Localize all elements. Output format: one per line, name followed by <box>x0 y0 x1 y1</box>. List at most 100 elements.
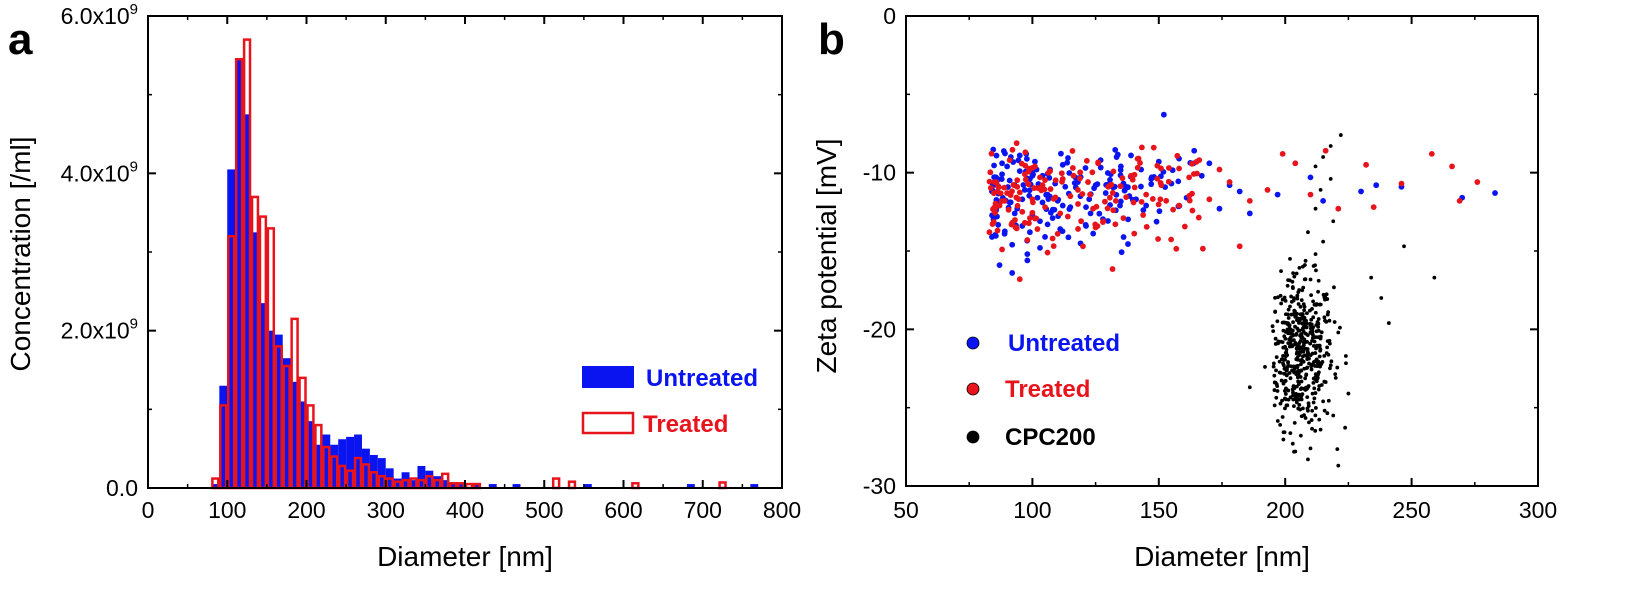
point-untreated <box>1094 181 1101 187</box>
point-cpc200 <box>1270 324 1275 329</box>
point-treated <box>1195 214 1202 221</box>
point-cpc200 <box>1271 329 1276 334</box>
point-treated <box>1131 230 1138 237</box>
point-cpc200 <box>1322 315 1327 320</box>
point-treated <box>986 229 993 236</box>
point-cpc200 <box>1247 385 1252 390</box>
point-treated <box>1140 212 1147 218</box>
bar-untreated <box>314 444 323 488</box>
point-treated <box>1106 194 1113 201</box>
point-cpc200 <box>1284 403 1289 408</box>
point-untreated <box>1021 187 1028 193</box>
point-treated <box>1112 221 1119 228</box>
bar-untreated <box>583 484 592 488</box>
point-treated <box>1109 189 1116 196</box>
bar-untreated <box>322 434 331 488</box>
point-cpc200 <box>1328 363 1333 368</box>
point-cpc200 <box>1295 375 1300 380</box>
point-untreated <box>1037 244 1043 251</box>
point-treated <box>1322 147 1329 154</box>
point-cpc200 <box>1312 339 1317 344</box>
point-untreated <box>1113 154 1120 160</box>
point-untreated <box>1049 215 1056 222</box>
point-untreated <box>1320 197 1327 204</box>
point-cpc200 <box>1317 354 1322 359</box>
point-cpc200 <box>1306 351 1310 356</box>
point-untreated <box>1102 190 1109 196</box>
bar-untreated <box>227 169 236 488</box>
point-treated <box>995 184 1002 191</box>
point-treated <box>1024 237 1031 243</box>
point-untreated <box>1023 155 1030 162</box>
point-cpc200 <box>1279 378 1284 383</box>
point-treated <box>1123 194 1130 201</box>
point-untreated <box>1105 218 1111 224</box>
point-cpc200 <box>1294 332 1299 336</box>
point-cpc200 <box>1283 392 1288 396</box>
point-cpc200 <box>1271 361 1276 366</box>
point-cpc200 <box>1313 364 1317 368</box>
point-cpc200 <box>1295 296 1300 301</box>
point-untreated <box>1086 196 1093 203</box>
point-treated <box>1029 165 1036 171</box>
point-untreated <box>996 262 1003 268</box>
point-cpc200 <box>1432 275 1437 280</box>
point-treated <box>987 169 994 176</box>
point-treated <box>1335 205 1342 212</box>
point-cpc200 <box>1338 133 1343 137</box>
point-untreated <box>1026 187 1033 194</box>
point-treated <box>1013 140 1020 147</box>
point-treated <box>1012 224 1019 231</box>
point-cpc200 <box>1299 332 1303 337</box>
x-tick-label: 300 <box>1519 497 1557 523</box>
legend-marker-treated <box>966 382 980 396</box>
point-cpc200 <box>1317 417 1322 422</box>
point-treated <box>1109 266 1116 272</box>
point-treated <box>1019 208 1026 215</box>
y-tick-label: 0.0 <box>106 475 138 501</box>
point-cpc200 <box>1282 388 1287 393</box>
point-cpc200 <box>1313 335 1318 340</box>
point-treated <box>1077 169 1084 176</box>
point-cpc200 <box>1291 338 1296 343</box>
x-tick-label: 400 <box>446 497 484 523</box>
point-treated <box>1155 201 1162 208</box>
point-cpc200 <box>1283 406 1287 411</box>
point-cpc200 <box>1282 430 1287 435</box>
point-treated <box>1112 197 1119 204</box>
point-treated <box>1078 218 1085 225</box>
point-untreated <box>1206 160 1213 167</box>
bar-untreated <box>219 385 228 488</box>
point-cpc200 <box>1283 350 1288 355</box>
point-cpc200 <box>1331 413 1336 418</box>
point-cpc200 <box>1308 323 1313 328</box>
point-untreated <box>995 221 1002 228</box>
point-treated <box>1176 202 1182 209</box>
point-cpc200 <box>1288 331 1293 336</box>
point-cpc200 <box>1328 177 1333 181</box>
bar-untreated <box>235 59 244 489</box>
point-cpc200 <box>1279 301 1284 306</box>
point-cpc200 <box>1299 298 1304 303</box>
bar-untreated <box>338 439 347 488</box>
point-treated <box>1157 179 1164 186</box>
point-cpc200 <box>1302 277 1307 282</box>
point-treated <box>1186 197 1193 204</box>
point-treated <box>1398 180 1405 187</box>
point-cpc200 <box>1289 294 1294 299</box>
point-treated <box>1080 243 1086 250</box>
y-tick-label: -30 <box>863 473 896 499</box>
point-treated <box>1189 207 1196 214</box>
point-cpc200 <box>1295 318 1299 323</box>
point-untreated <box>1112 146 1119 153</box>
point-cpc200 <box>1272 373 1277 378</box>
point-treated <box>1029 209 1036 216</box>
point-untreated <box>1001 228 1008 235</box>
point-cpc200 <box>1317 302 1322 307</box>
legend-label-untreated: Untreated <box>1008 330 1120 357</box>
point-cpc200 <box>1296 406 1301 411</box>
bar-untreated <box>243 114 252 488</box>
point-untreated <box>1020 182 1027 188</box>
point-treated <box>1059 178 1065 185</box>
point-treated <box>1456 197 1463 204</box>
